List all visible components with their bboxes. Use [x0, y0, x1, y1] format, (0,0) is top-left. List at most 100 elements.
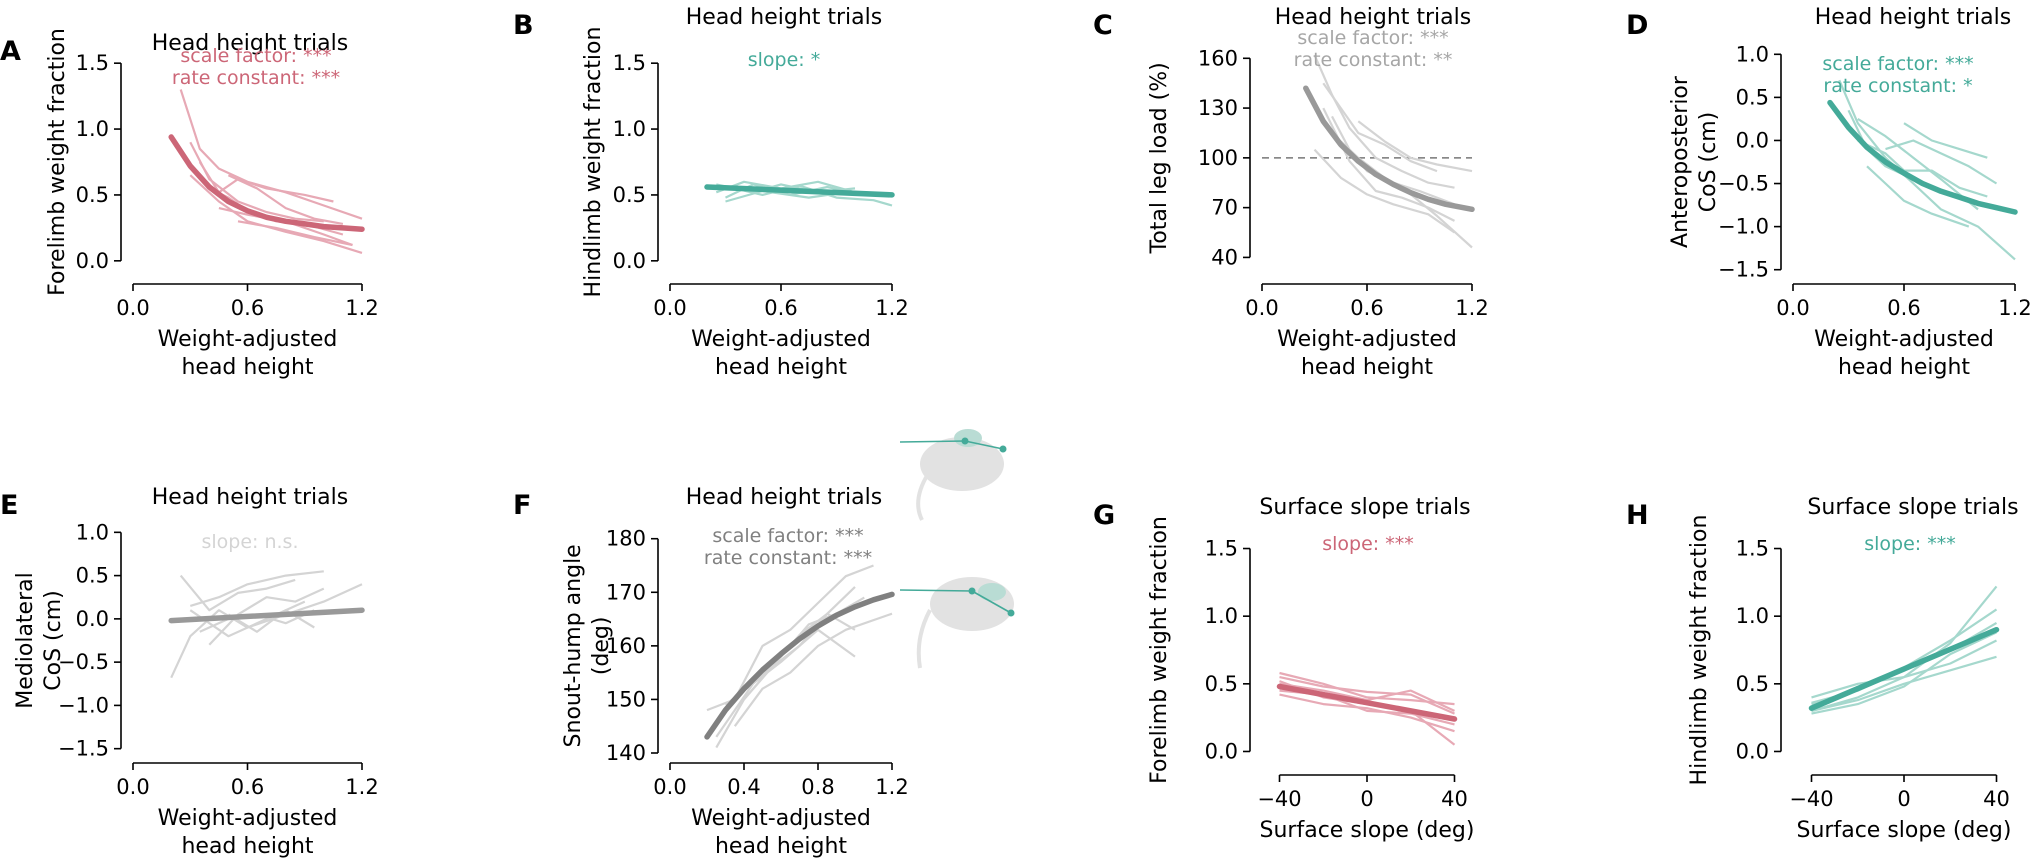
x-tick-label: 40: [1441, 787, 1468, 811]
panel-label: G: [1093, 500, 1115, 531]
trial-line: [1357, 120, 1473, 173]
x-axis-label: head height: [715, 834, 847, 859]
trial-line: [189, 141, 324, 223]
y-tick-label: 180: [606, 527, 646, 551]
y-tick-label: 1.0: [76, 520, 109, 544]
rat-low-head-icon: [899, 577, 1015, 669]
x-axis-label: Weight-adjusted: [691, 806, 871, 831]
y-tick-label: 160: [606, 634, 646, 658]
y-tick-label: 0.5: [76, 564, 109, 588]
trial-line: [725, 189, 846, 203]
trial-line: [1279, 693, 1455, 733]
panel-label: C: [1093, 10, 1113, 41]
trial-line: [1866, 165, 1970, 228]
y-tick-label: 170: [606, 580, 646, 604]
trial-line: [1885, 139, 1998, 185]
y-tick-label: 0.0: [76, 249, 109, 273]
x-tick-label: 0.0: [1776, 296, 1809, 320]
panel-e: E Head height trials −1.5 −1.0 −0.5 0.0 0.5 1.0…: [0, 485, 379, 859]
y-axis-label: Forelimb weight fraction: [45, 28, 70, 296]
y-tick-label: 1.0: [1205, 604, 1238, 628]
x-axis-label: Weight-adjusted: [1814, 327, 1994, 352]
x-tick-label: 0: [1360, 787, 1373, 811]
trial-line: [743, 612, 856, 701]
y-axis-label: Forelimb weight fraction: [1147, 516, 1172, 784]
x-tick-label: 0.0: [653, 296, 686, 320]
stats-annotation: scale factor: ***: [1822, 53, 1973, 75]
fit-line: [1303, 85, 1475, 213]
panel-g: G Surface slope trials 0.0 0.5 1.0 1.5 −40 0 40 S…: [1093, 495, 1474, 843]
x-tick-label: 0.6: [231, 296, 264, 320]
trial-line: [1903, 122, 1988, 159]
y-tick-label: −1.5: [1718, 258, 1769, 282]
trial-line: [179, 574, 296, 612]
y-tick-label: 40: [1211, 245, 1238, 269]
y-tick-label: −1.5: [58, 737, 109, 761]
panel-a: A Head height trials 0.0 0.5 1.0 1.5 0.0 0.6 1.2…: [0, 28, 379, 380]
y-tick-label: 1.0: [76, 117, 109, 141]
x-axis-label: Weight-adjusted: [158, 327, 338, 352]
panel-title: Surface slope trials: [1259, 495, 1470, 520]
trial-line: [208, 587, 325, 646]
y-tick-label: 70: [1211, 196, 1238, 220]
fit-line: [168, 607, 365, 624]
y-axis-label: Mediolateral: [13, 572, 38, 708]
y-tick-label: 1.0: [1736, 42, 1769, 66]
trial-line: [706, 564, 874, 712]
y-axis-label: Snout-hump angle: [561, 544, 586, 747]
x-tick-label: 1.2: [1455, 296, 1488, 320]
panel-f: F Head height trials 140 150 160 170 180 0.0 0.4…: [513, 485, 909, 859]
y-tick-label: 1.0: [1736, 604, 1769, 628]
y-tick-label: −1.0: [58, 693, 109, 717]
x-tick-label: 1.2: [1998, 296, 2031, 320]
panel-title: Head height trials: [1815, 5, 2011, 30]
panel-b: B Head height trials 0.0 0.5 1.0 1.5 0.0 0.6 1.2…: [513, 5, 909, 380]
y-tick-label: 1.5: [1736, 537, 1769, 561]
y-tick-label: 160: [1198, 46, 1238, 70]
trial-line: [1811, 639, 1997, 699]
y-tick-label: 1.5: [76, 51, 109, 75]
stats-annotation: scale factor: ***: [1297, 27, 1448, 49]
panel-label: F: [513, 490, 531, 521]
x-axis-label: Weight-adjusted: [691, 327, 871, 352]
y-tick-label: 130: [1198, 96, 1238, 120]
trial-line: [1811, 585, 1998, 712]
trial-line: [227, 174, 344, 225]
x-tick-label: −40: [1789, 787, 1833, 811]
y-tick-label: 0.5: [1736, 672, 1769, 696]
trial-line: [1811, 631, 1997, 715]
x-tick-label: 0.0: [116, 296, 149, 320]
y-tick-label: 0.0: [1736, 128, 1769, 152]
trial-line: [715, 628, 856, 738]
x-tick-label: 1.2: [345, 775, 378, 799]
panel-title: Head height trials: [1275, 5, 1471, 30]
x-axis-label: Weight-adjusted: [158, 806, 338, 831]
y-tick-label: −0.5: [1718, 172, 1769, 196]
trial-line: [1857, 117, 1979, 211]
x-tick-label: 1.2: [875, 775, 908, 799]
stats-annotation: scale factor: ***: [180, 45, 331, 67]
y-axis-label: Total leg load (%): [1147, 62, 1172, 254]
panel-label: E: [0, 490, 18, 521]
y-tick-label: 140: [606, 741, 646, 765]
trial-line: [189, 570, 324, 607]
x-axis-label: head height: [1301, 355, 1433, 380]
fit-line: [1808, 626, 2000, 711]
trial-line: [1857, 139, 1988, 198]
stats-annotation: slope: n.s.: [201, 531, 298, 553]
panel-title: Head height trials: [686, 5, 882, 30]
stats-annotation: slope: *: [748, 49, 821, 71]
trial-line: [237, 220, 353, 247]
panel-title: Head height trials: [152, 31, 348, 56]
x-tick-label: 1.2: [875, 296, 908, 320]
panel-label: A: [0, 36, 21, 67]
x-tick-label: −40: [1257, 787, 1301, 811]
panel-label: B: [513, 10, 534, 41]
x-tick-label: 40: [1983, 787, 2010, 811]
trial-line: [733, 612, 893, 727]
x-axis-label: Weight-adjusted: [1277, 327, 1457, 352]
rat-high-head-icon: [899, 429, 1007, 521]
y-tick-label: 0.0: [1736, 739, 1769, 763]
trial-line: [1811, 655, 1997, 712]
